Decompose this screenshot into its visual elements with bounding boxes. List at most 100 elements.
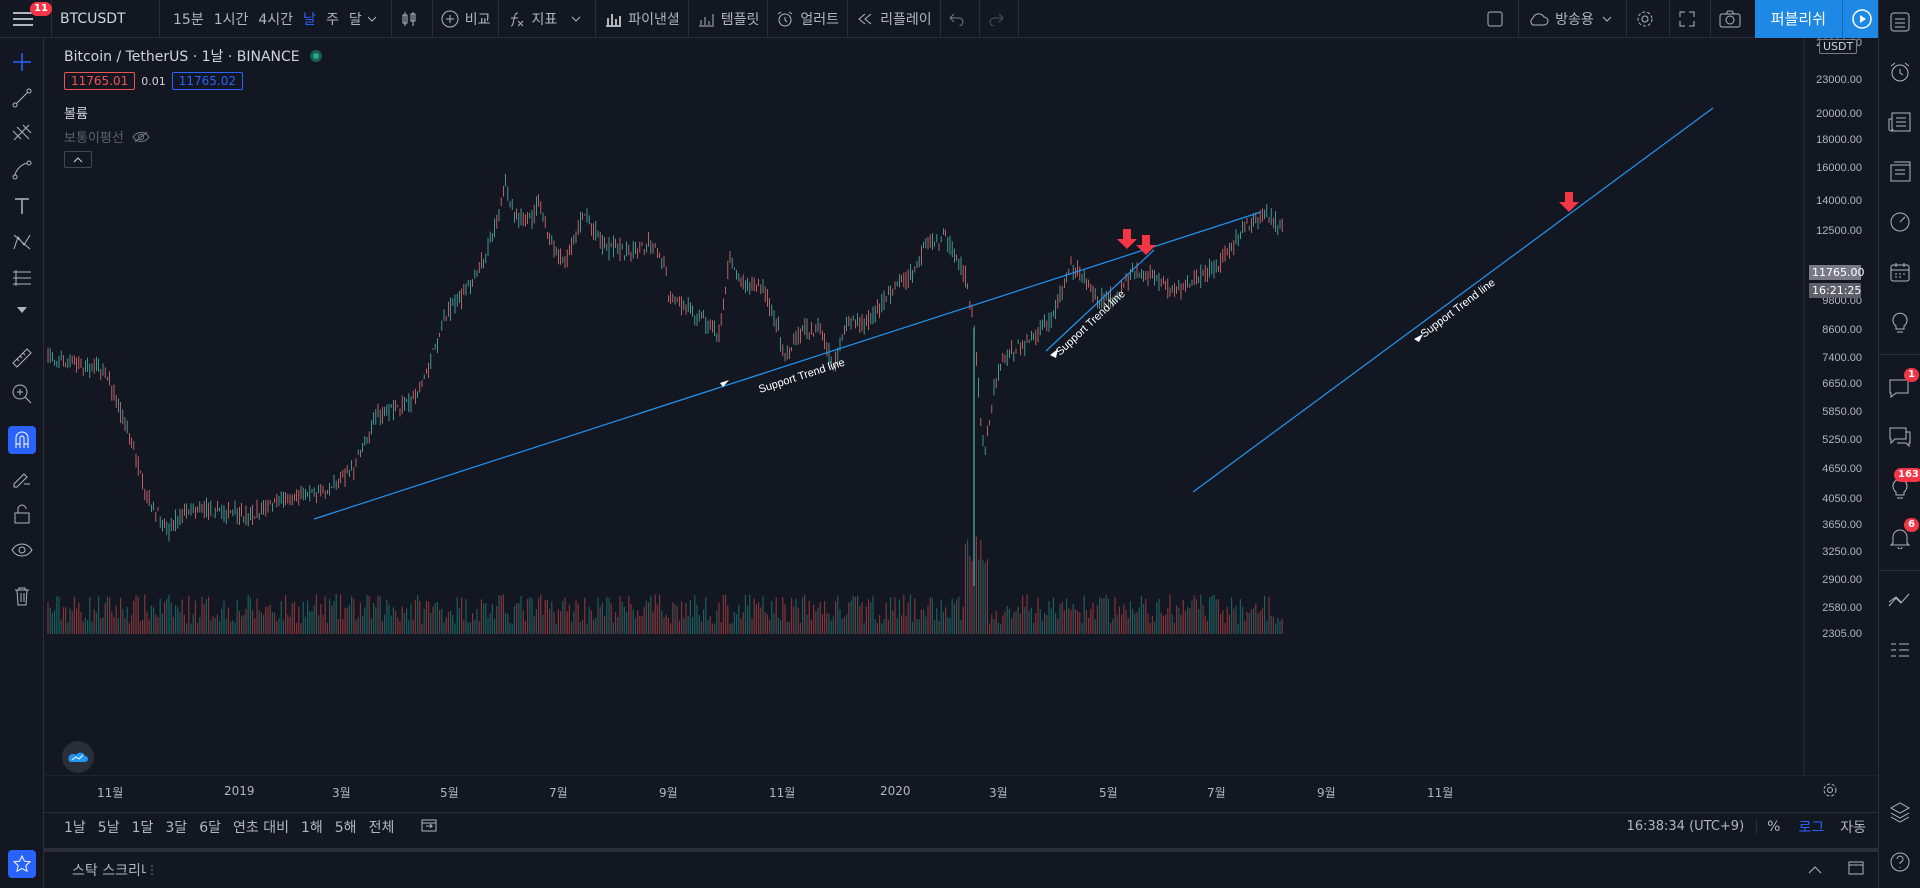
settings-button[interactable] xyxy=(1627,0,1670,38)
interval-15m[interactable]: 15분 xyxy=(173,11,204,28)
stock-screener-tab[interactable]: 스탁 스크리너 xyxy=(72,863,146,879)
hotlist-button[interactable] xyxy=(1886,208,1914,236)
range-1d[interactable]: 1날 xyxy=(64,819,86,836)
draw-mode-tool[interactable] xyxy=(8,464,36,492)
news-button[interactable] xyxy=(1886,108,1914,136)
indicators-button[interactable]: 지표 xyxy=(499,0,597,38)
crosshair-tool[interactable] xyxy=(8,48,36,76)
alerts-panel-button[interactable] xyxy=(1886,58,1914,86)
down-arrow-marker[interactable] xyxy=(1117,229,1137,249)
ma-study-label[interactable]: 보통이평선 xyxy=(64,127,150,146)
chevron-down-icon[interactable] xyxy=(1602,16,1612,22)
time-axis[interactable]: 11월 2019 3월 5월 7월 9월 11월 2020 3월 5월 7월 9월 11월 xyxy=(44,776,1804,812)
range-6m[interactable]: 6달 xyxy=(199,819,221,836)
drag-handle-icon[interactable]: ⋮ xyxy=(146,863,158,877)
fib-tool[interactable] xyxy=(8,120,36,148)
publish-button[interactable]: 퍼블리쉬 xyxy=(1754,0,1842,38)
dom-button[interactable] xyxy=(1886,636,1914,664)
interval-1M[interactable]: 달 xyxy=(348,11,362,28)
eye-off-icon[interactable] xyxy=(132,130,150,144)
financials-button[interactable]: 파이낸셜 xyxy=(596,0,689,38)
chart-settings-button[interactable] xyxy=(1822,782,1838,802)
delete-tool[interactable] xyxy=(8,582,36,610)
redo-button[interactable] xyxy=(980,0,1019,38)
trend-line[interactable] xyxy=(1045,249,1155,352)
alerts-button[interactable]: 얼러트 xyxy=(768,0,849,38)
range-all[interactable]: 전체 xyxy=(368,819,395,836)
more-tools-button[interactable] xyxy=(8,296,36,324)
volume-bar xyxy=(1253,607,1255,634)
goto-date-button[interactable] xyxy=(420,817,438,837)
watchlist-star-button[interactable] xyxy=(8,850,36,878)
replay-button[interactable]: 리플레이 xyxy=(848,0,941,38)
range-5d[interactable]: 5날 xyxy=(97,819,120,836)
lock-tool[interactable] xyxy=(8,500,36,528)
prediction-tool[interactable] xyxy=(8,264,36,292)
broker-logo[interactable] xyxy=(62,741,94,773)
templates-button[interactable]: 템플릿 xyxy=(689,0,769,38)
play-button[interactable] xyxy=(1842,0,1880,38)
trading-panel-button[interactable] xyxy=(1886,586,1914,614)
messages-button[interactable] xyxy=(1886,422,1914,450)
log-toggle[interactable]: 로그 xyxy=(1798,819,1825,836)
zoom-tool[interactable] xyxy=(8,380,36,408)
volume-study-label[interactable]: 볼륨 xyxy=(64,107,88,122)
data-window-button[interactable] xyxy=(1886,158,1914,186)
pattern-tool[interactable] xyxy=(8,228,36,256)
chat-button[interactable]: 1 xyxy=(1886,368,1919,402)
auto-toggle[interactable]: 자동 xyxy=(1840,819,1866,836)
range-3m[interactable]: 3달 xyxy=(165,819,188,836)
range-1y[interactable]: 1해 xyxy=(300,819,323,836)
calendar-button[interactable] xyxy=(1886,258,1914,286)
help-button[interactable] xyxy=(1886,848,1914,876)
chevron-down-icon[interactable] xyxy=(571,16,581,22)
layout-button[interactable] xyxy=(1478,0,1520,38)
clock-timezone[interactable]: 16:38:34 (UTC+9) xyxy=(1626,819,1745,834)
chart-type-button[interactable] xyxy=(392,0,433,38)
fullscreen-button[interactable] xyxy=(1670,0,1711,38)
volume-bars xyxy=(47,536,1283,634)
interval-4h[interactable]: 4시간 xyxy=(258,11,294,28)
down-arrow-marker[interactable] xyxy=(1559,192,1579,212)
streams-button[interactable]: 163 xyxy=(1886,468,1920,502)
sell-button[interactable]: 11765.01 xyxy=(64,72,136,90)
interval-1w[interactable]: 주 xyxy=(325,11,339,28)
chart-pane[interactable]: Support Trend line Support Trend line Su… xyxy=(44,38,1878,776)
price-axis[interactable]: 26000.0023000.0020000.0018000.0016000.00… xyxy=(1816,38,1862,640)
maximize-panel-button[interactable] xyxy=(1834,861,1878,879)
snapshot-button[interactable] xyxy=(1711,0,1755,38)
collapse-legend-button[interactable] xyxy=(64,151,92,168)
layers-button[interactable] xyxy=(1886,798,1914,826)
chevron-down-icon[interactable] xyxy=(367,16,377,22)
notifications-button[interactable]: 6 xyxy=(1886,518,1919,552)
interval-1h[interactable]: 1시간 xyxy=(213,11,249,28)
range-1m[interactable]: 1달 xyxy=(131,819,154,836)
magnet-tool[interactable] xyxy=(8,426,36,454)
range-ytd[interactable]: 연초 대비 xyxy=(232,819,289,836)
volume-bar xyxy=(1061,602,1063,634)
undo-button[interactable] xyxy=(941,0,980,38)
range-5y[interactable]: 5해 xyxy=(334,819,357,836)
broadcast-button[interactable]: 방송용 xyxy=(1519,0,1627,38)
collapse-panel-button[interactable] xyxy=(1796,862,1834,878)
ideas-button[interactable] xyxy=(1886,308,1914,336)
volume-bar xyxy=(566,611,568,634)
trendline-tool[interactable] xyxy=(8,84,36,112)
interval-1d[interactable]: 날 xyxy=(303,11,316,28)
symbol-title[interactable]: Bitcoin / TetherUS · 1날 · BINANCE xyxy=(64,49,300,65)
percent-toggle[interactable]: % xyxy=(1756,818,1790,835)
watchlist-button[interactable] xyxy=(1886,8,1914,36)
trend-line[interactable] xyxy=(313,211,1262,520)
compare-button[interactable]: 비교 xyxy=(433,0,500,38)
down-arrows[interactable] xyxy=(1117,192,1579,255)
visibility-tool[interactable] xyxy=(8,536,36,564)
trend-line[interactable] xyxy=(1192,107,1714,493)
ruler-tool[interactable] xyxy=(8,344,36,372)
path-tool[interactable] xyxy=(8,156,36,184)
text-tool[interactable] xyxy=(8,192,36,220)
menu-button[interactable]: 11 xyxy=(0,0,52,38)
trend-lines[interactable]: Support Trend line Support Trend line Su… xyxy=(313,107,1714,520)
symbol-search[interactable]: BTCUSDT xyxy=(52,0,160,38)
down-arrow-marker[interactable] xyxy=(1136,235,1156,255)
buy-button[interactable]: 11765.02 xyxy=(171,72,244,90)
